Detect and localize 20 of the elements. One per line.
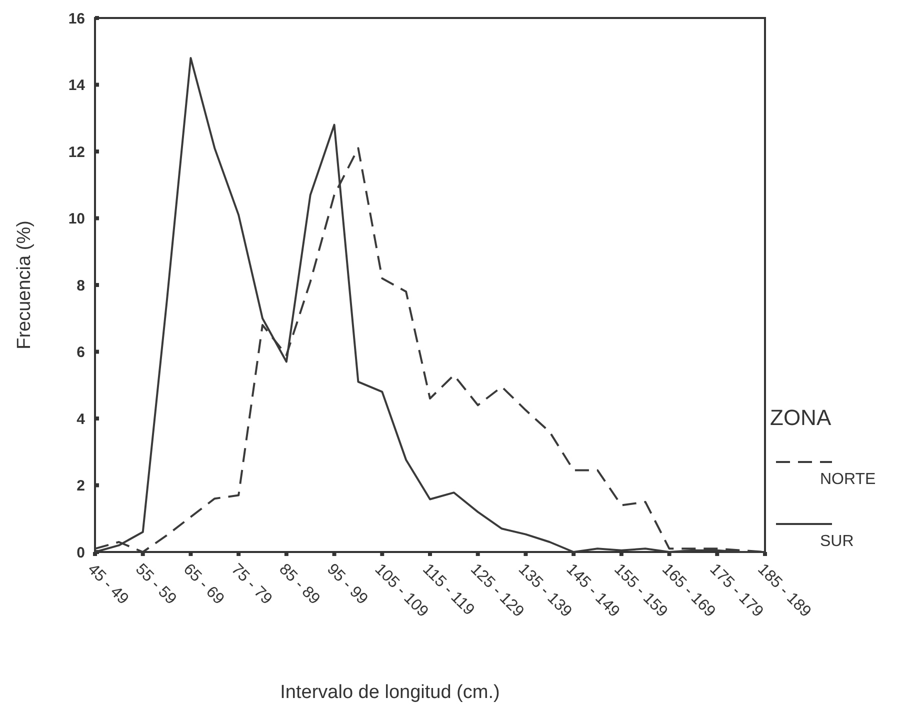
y-tick-label: 10 [68, 210, 85, 228]
x-tick-label: 75 - 79 [228, 560, 276, 608]
x-tick-label: 95 - 99 [323, 560, 371, 608]
y-tick-label: 16 [68, 10, 85, 28]
x-tick-label: 55 - 59 [132, 560, 180, 608]
legend-label: SUR [820, 533, 854, 550]
y-tick-label: 14 [68, 77, 86, 94]
y-tick-label: 2 [76, 478, 85, 494]
x-tick-label: 65 - 69 [180, 560, 228, 608]
x-tick-label: 45 - 49 [84, 560, 132, 608]
legend-title: ZONA [770, 405, 832, 430]
y-tick-label: 6 [76, 344, 85, 361]
y-tick-label: 12 [68, 144, 85, 161]
x-axis-title: Intervalo de longitud (cm.) [280, 682, 500, 703]
legend-label: NORTE [820, 471, 876, 488]
y-tick-label: 0 [76, 544, 85, 562]
y-tick-label: 4 [76, 410, 86, 428]
y-tick-label: 8 [76, 277, 85, 294]
y-axis-title: Frecuencia (%) [14, 220, 35, 350]
x-tick-label: 85 - 89 [276, 560, 323, 608]
